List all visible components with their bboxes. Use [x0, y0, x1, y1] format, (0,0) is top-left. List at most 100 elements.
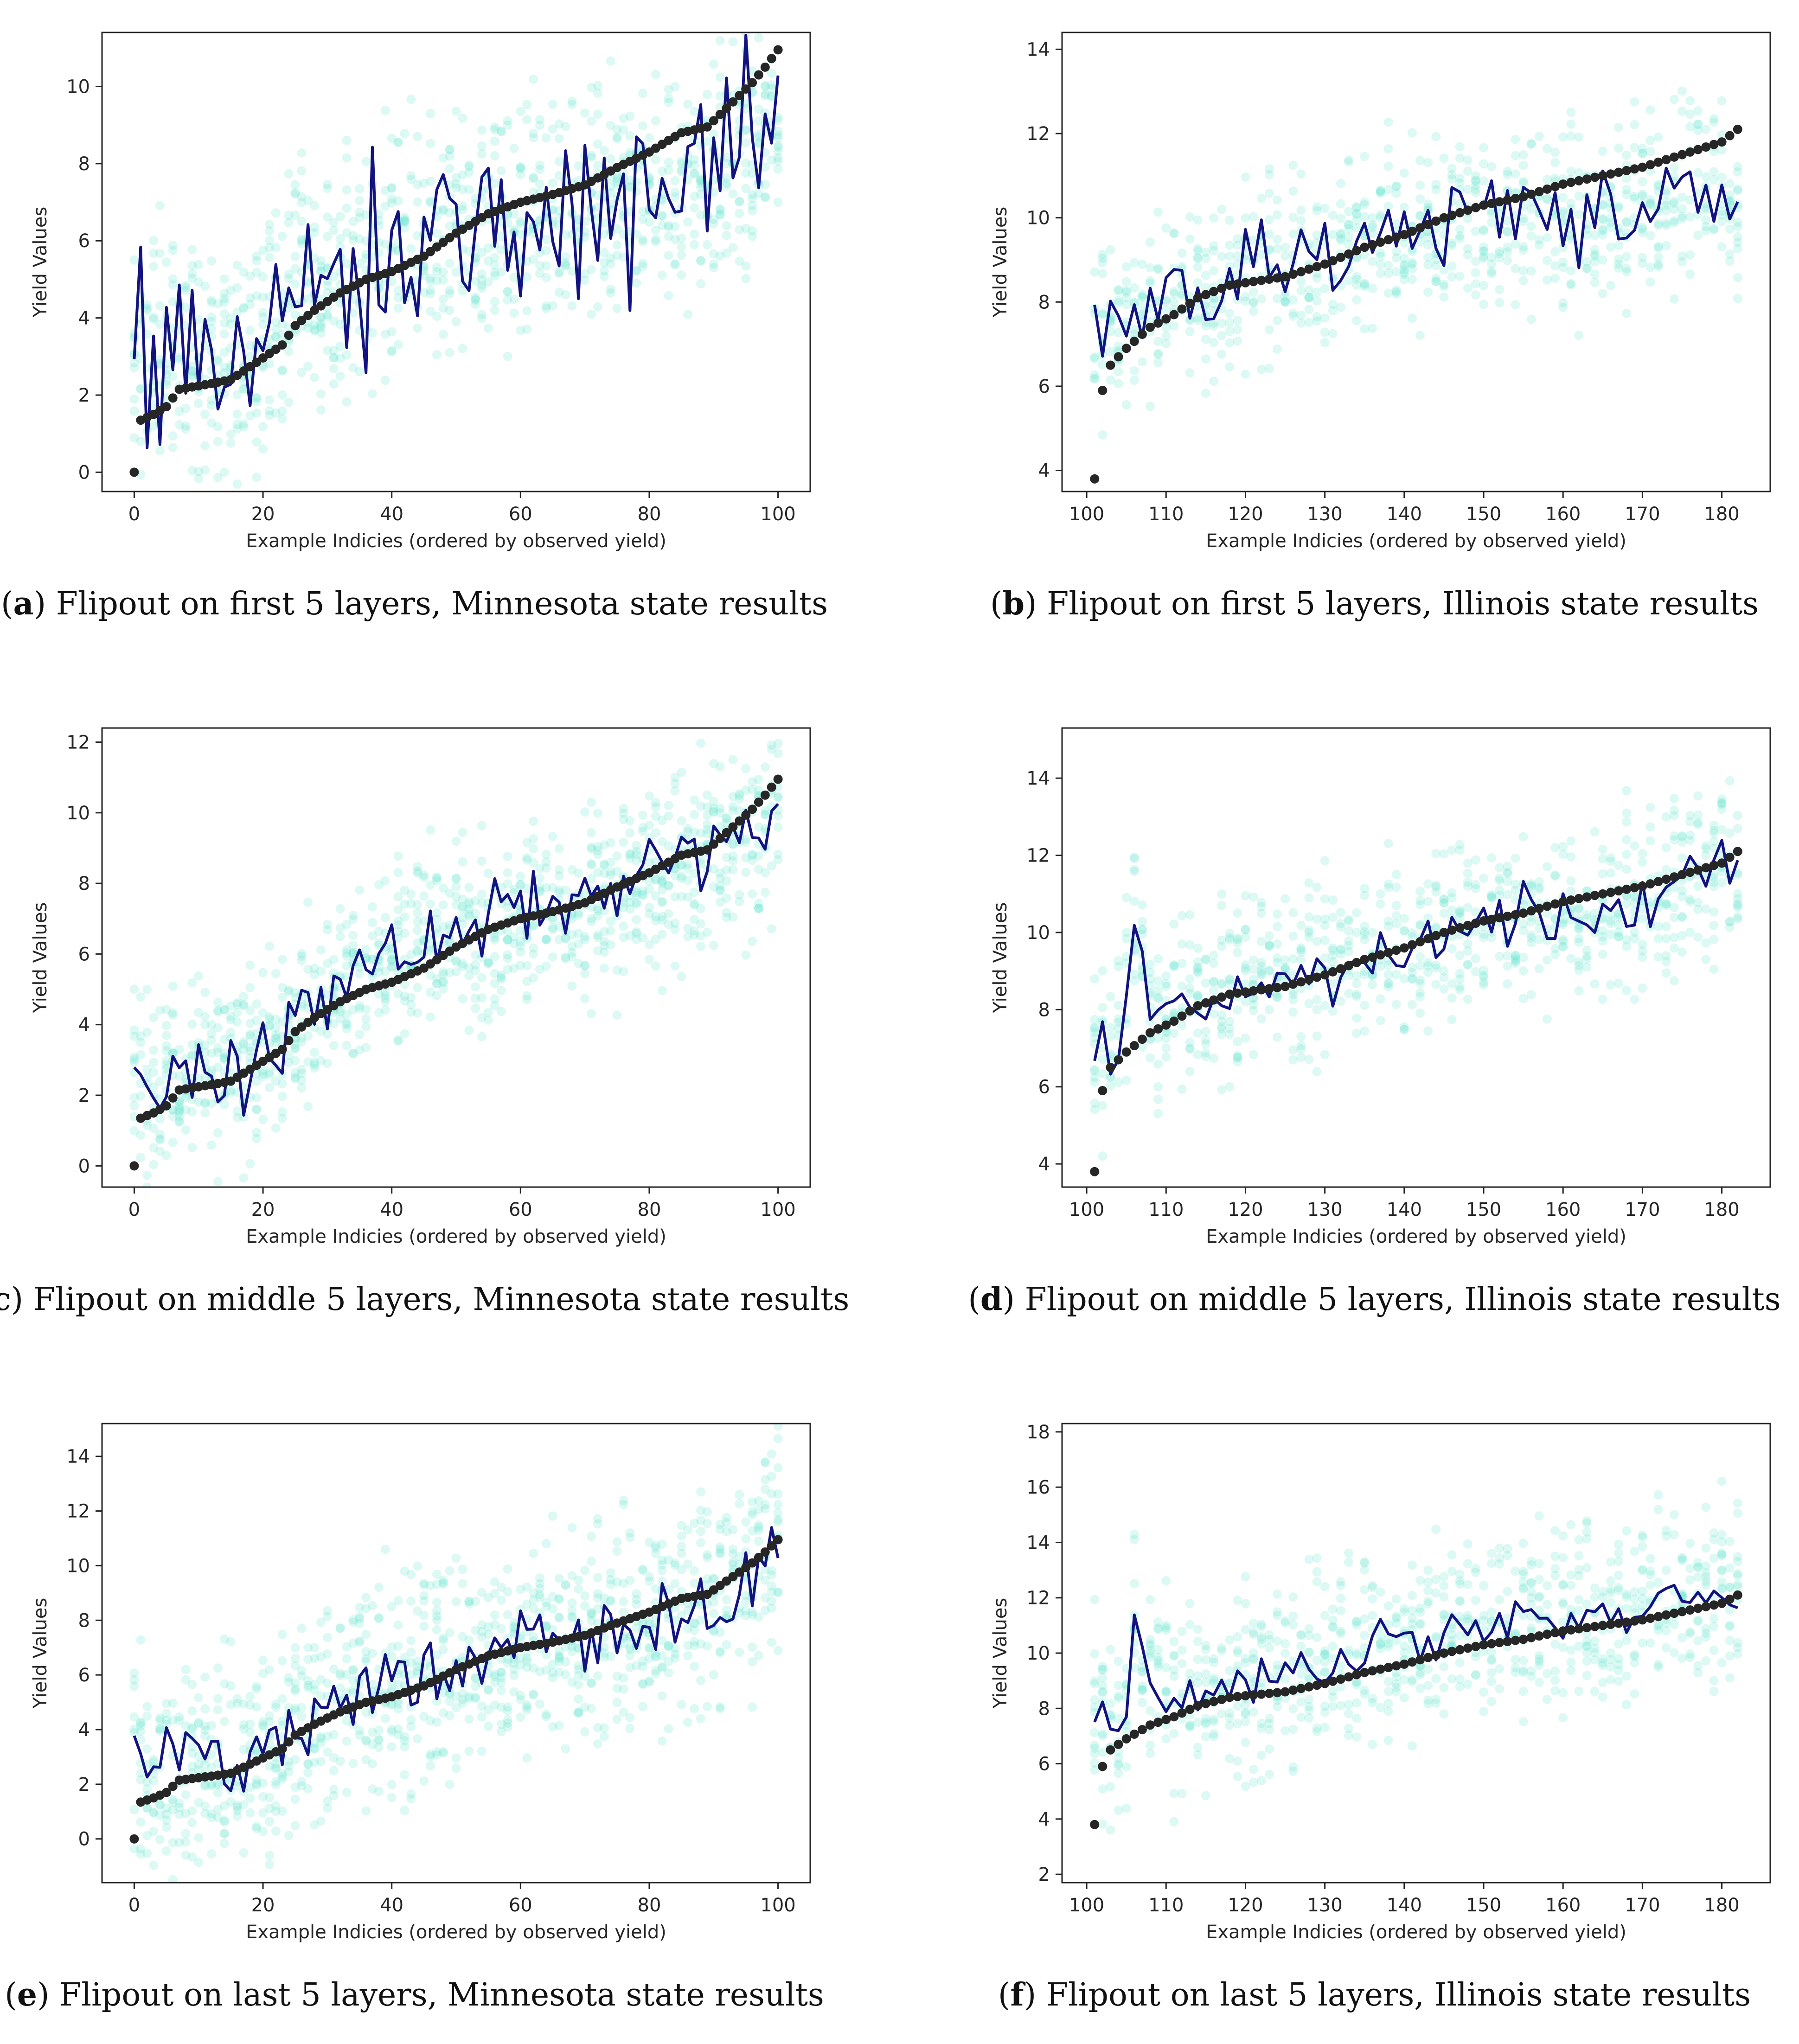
sample-point — [490, 151, 499, 160]
sample-point — [200, 1704, 210, 1713]
sample-point — [316, 1732, 326, 1742]
sample-point — [1669, 943, 1679, 953]
y-tick-label: 8 — [1038, 999, 1050, 1021]
sample-point — [690, 154, 699, 164]
sample-point — [1431, 277, 1441, 287]
sample-point — [316, 1056, 326, 1066]
sample-point — [374, 1008, 384, 1017]
sample-point — [264, 395, 274, 405]
sample-point — [1518, 266, 1528, 275]
sample-point — [297, 949, 307, 958]
sample-point — [168, 371, 178, 381]
sample-point — [271, 1034, 281, 1044]
sample-point — [1098, 1069, 1108, 1079]
sample-point — [258, 1069, 268, 1079]
sample-point — [548, 914, 557, 924]
sample-point — [1114, 327, 1123, 337]
sample-point — [129, 1025, 139, 1035]
sample-point — [355, 969, 365, 978]
sample-point — [426, 1716, 435, 1725]
sample-point — [368, 1784, 377, 1794]
sample-point — [1677, 947, 1687, 957]
sample-point — [1447, 993, 1457, 1003]
sample-point — [728, 806, 738, 816]
sample-point — [213, 1007, 223, 1016]
sample-point — [219, 1801, 229, 1811]
observed-point — [1090, 474, 1100, 484]
sample-point — [1645, 836, 1655, 846]
sample-point — [400, 991, 410, 1001]
sample-point — [1233, 1037, 1242, 1047]
sample-point — [271, 1777, 281, 1787]
observed-yield-points — [1090, 847, 1742, 1176]
sample-point — [503, 935, 512, 945]
sample-point — [516, 162, 525, 172]
sample-point — [1487, 893, 1497, 902]
sample-point — [239, 1037, 249, 1047]
observed-point — [1185, 1006, 1195, 1016]
sample-point — [567, 952, 577, 962]
sample-point — [599, 258, 609, 268]
sample-point — [1709, 920, 1719, 930]
sample-point — [496, 1673, 506, 1682]
sample-point — [664, 158, 673, 167]
observed-point — [1677, 870, 1687, 880]
sample-point — [1463, 881, 1472, 891]
sample-point — [348, 1005, 358, 1015]
y-tick-label: 2 — [78, 1085, 90, 1106]
sample-point — [1423, 896, 1433, 906]
sample-point — [226, 286, 236, 295]
observed-point — [1733, 124, 1742, 134]
sample-point — [657, 870, 667, 880]
sample-point — [239, 992, 249, 1002]
sample-point — [709, 807, 718, 817]
sample-point — [1693, 933, 1703, 942]
sample-point — [593, 109, 602, 119]
sample-point — [335, 211, 345, 221]
sample-point — [245, 983, 255, 992]
sample-point — [297, 1712, 307, 1721]
sample-point — [1709, 224, 1719, 233]
sample-point — [690, 888, 699, 897]
sample-point — [322, 184, 332, 193]
sample-point — [1661, 206, 1671, 215]
sample-point — [1312, 268, 1322, 278]
sample-point — [1455, 985, 1465, 995]
sample-point — [580, 807, 590, 817]
sample-point — [741, 158, 751, 168]
sample-point — [271, 1699, 281, 1709]
sample-point — [413, 197, 423, 207]
sample-point — [1543, 175, 1552, 185]
sample-point — [670, 871, 680, 881]
sample-point — [264, 226, 274, 236]
sample-point — [1114, 1014, 1123, 1024]
sample-point — [1733, 237, 1742, 247]
sample-point — [1677, 257, 1687, 267]
sample-point — [1479, 971, 1488, 980]
sample-point — [264, 1070, 274, 1079]
sample-point — [651, 856, 660, 866]
sample-point — [496, 1686, 506, 1695]
sample-point — [1693, 210, 1703, 219]
y-axis-label: Yield Values — [30, 207, 51, 318]
sample-point — [1241, 925, 1250, 934]
sample-point — [129, 1057, 139, 1067]
sample-point — [174, 1809, 184, 1819]
sample-point — [368, 971, 377, 981]
sample-point — [310, 1744, 320, 1753]
sample-point — [1137, 925, 1147, 934]
sample-point — [277, 1716, 287, 1726]
sample-point — [1495, 249, 1505, 258]
sample-point — [368, 954, 377, 964]
sample-point — [322, 346, 332, 356]
sample-point — [213, 1694, 223, 1704]
sample-point — [200, 1672, 210, 1682]
sample-point — [258, 292, 268, 302]
sample-point — [541, 235, 551, 245]
sample-point — [1630, 192, 1639, 201]
sample-point — [348, 1615, 358, 1624]
sample-point — [194, 1760, 204, 1769]
sample-point — [1217, 251, 1227, 261]
sample-point — [174, 1108, 184, 1118]
sample-point — [219, 1100, 229, 1109]
